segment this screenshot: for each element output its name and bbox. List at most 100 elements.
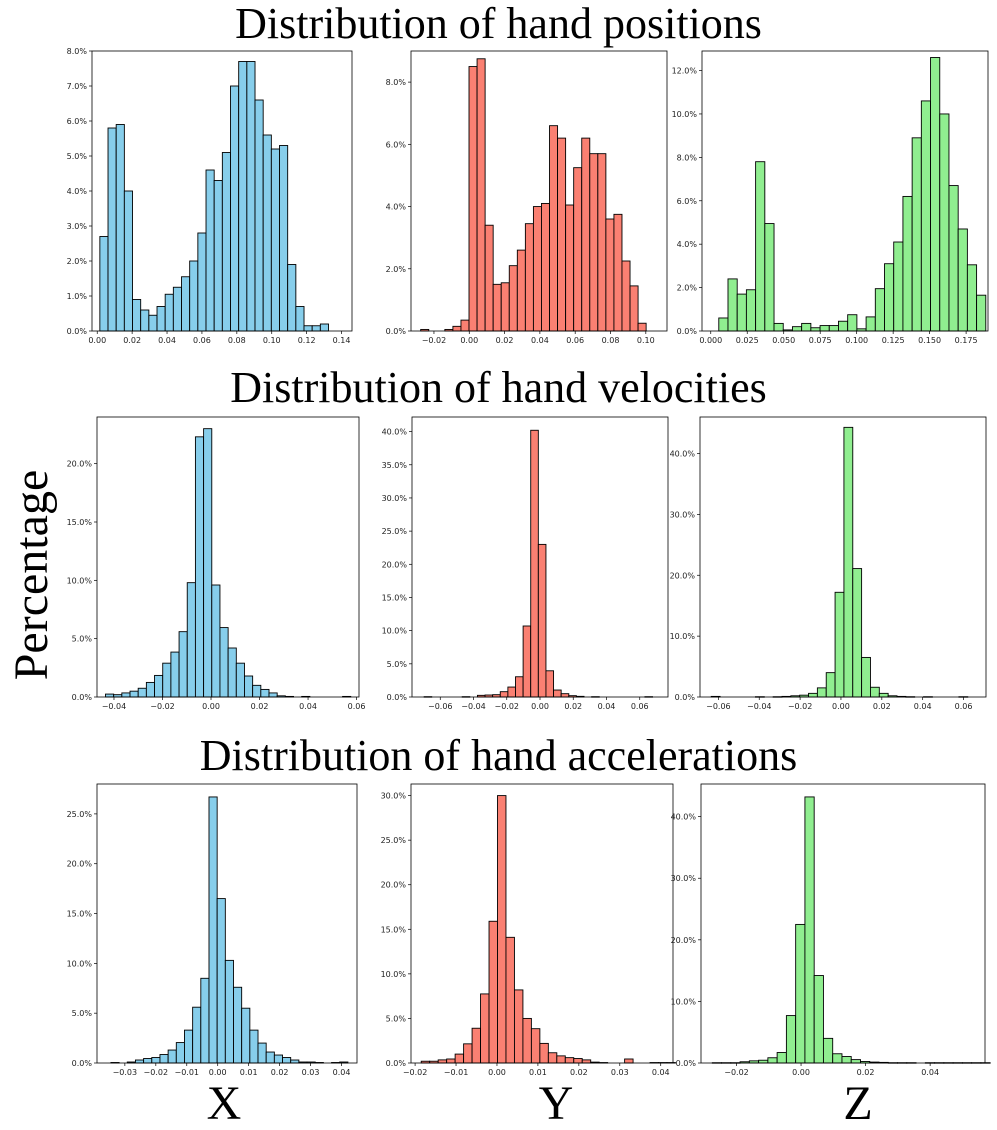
x-tick-label: 0.00 bbox=[531, 702, 549, 711]
x-tick-label: 0.00 bbox=[202, 702, 220, 711]
histogram-bar bbox=[164, 293, 174, 332]
x-tick-label: −0.04 bbox=[747, 702, 772, 711]
histogram-bar bbox=[822, 1037, 834, 1064]
histogram-bar bbox=[121, 692, 131, 698]
x-tick-label: 0.06 bbox=[955, 702, 973, 711]
histogram-bar bbox=[123, 190, 133, 332]
histogram-bar bbox=[246, 61, 256, 332]
histogram-bar bbox=[148, 314, 158, 332]
histogram-bar bbox=[624, 1058, 634, 1064]
histogram-bar bbox=[865, 316, 876, 332]
histogram-bar bbox=[151, 1057, 161, 1064]
x-tick-label: 0.08 bbox=[228, 336, 246, 345]
y-tick-label: 1.0% bbox=[67, 292, 88, 301]
histogram-bar bbox=[319, 323, 329, 332]
histogram-bar bbox=[560, 693, 570, 698]
histogram-bar bbox=[522, 1017, 532, 1064]
y-tick-label: 30.0% bbox=[381, 792, 407, 801]
y-tick-label: 5.0% bbox=[386, 1014, 407, 1023]
histogram-bar bbox=[810, 327, 821, 332]
x-tick-label: 0.04 bbox=[921, 1068, 939, 1077]
histogram-bar bbox=[773, 322, 784, 332]
y-tick-label: 10.0% bbox=[381, 970, 407, 979]
histogram-bar bbox=[745, 289, 757, 332]
histogram-bar bbox=[541, 202, 550, 332]
plot-frame bbox=[410, 783, 674, 1064]
histogram-bar bbox=[843, 426, 854, 698]
x-tick-label: −0.01 bbox=[175, 1068, 200, 1077]
y-tick-label: 25.0% bbox=[381, 836, 407, 845]
histogram-bar bbox=[621, 260, 631, 332]
histogram-bar bbox=[499, 691, 509, 698]
histogram-bar bbox=[480, 993, 490, 1064]
histogram-bar bbox=[156, 306, 166, 332]
histogram-bar bbox=[834, 591, 845, 698]
histogram-bar bbox=[262, 134, 272, 332]
histogram-bar bbox=[213, 180, 223, 332]
histogram-bar bbox=[107, 127, 117, 332]
histogram-bar bbox=[497, 795, 507, 1064]
histogram-bar bbox=[192, 1006, 202, 1064]
histogram-bar bbox=[140, 309, 150, 332]
histogram-bar bbox=[446, 1058, 456, 1064]
histogram-bar bbox=[930, 57, 941, 332]
x-tick-label: 0.04 bbox=[333, 1068, 351, 1077]
histogram-bar bbox=[764, 223, 775, 332]
x-tick-label: 0.03 bbox=[611, 1068, 629, 1077]
histogram-bar bbox=[939, 113, 950, 332]
histogram-bar bbox=[208, 796, 218, 1064]
histogram-bar bbox=[279, 145, 289, 332]
histogram-bar bbox=[184, 1029, 194, 1064]
histogram-bar bbox=[452, 325, 462, 332]
histogram-y-4: −0.06 −0.04 −0.02 0.00 0.02 0.04 0.06 0.0% 5.0% 1… bbox=[382, 416, 669, 711]
histogram-bar bbox=[976, 294, 987, 332]
y-tick-label: 0.0% bbox=[386, 1059, 407, 1068]
x-tick-label: 0.00 bbox=[832, 702, 850, 711]
y-tick-label: 10.0% bbox=[67, 959, 93, 968]
histogram-bar bbox=[162, 662, 172, 698]
histogram-bar bbox=[581, 137, 591, 332]
histogram-bar bbox=[145, 681, 155, 698]
histogram-bar bbox=[224, 959, 234, 1064]
x-tick-label: −0.02 bbox=[724, 1068, 749, 1077]
histogram-bar bbox=[808, 692, 818, 698]
histogram-bar bbox=[539, 1042, 549, 1064]
histogram-bar bbox=[230, 85, 240, 332]
histogram-y-7: −0.02 −0.01 0.00 0.01 0.02 0.03 0.04 0.0% 5.0% 10… bbox=[381, 783, 676, 1077]
x-tick-label: −0.01 bbox=[444, 1068, 469, 1077]
x-tick-label: 0.175 bbox=[955, 336, 978, 345]
x-tick-label: −0.04 bbox=[102, 702, 127, 711]
histogram-bar bbox=[755, 161, 766, 332]
histogram-bar bbox=[235, 662, 245, 698]
histogram-z-8: −0.02 0.00 0.02 0.04 0.0% 10.0% 20.0% 30.0% 40.0… bbox=[671, 783, 991, 1077]
x-tick-label: 0.00 bbox=[792, 1068, 810, 1077]
histogram-bar bbox=[966, 264, 978, 332]
y-tick-label: 20.0% bbox=[381, 881, 407, 890]
histogram-bar bbox=[488, 920, 498, 1064]
y-tick-label: 6.0% bbox=[386, 140, 407, 149]
histogram-bar bbox=[727, 278, 738, 332]
x-tick-label: 0.02 bbox=[123, 336, 141, 345]
histogram-bar bbox=[203, 428, 213, 698]
plot-frame bbox=[701, 50, 989, 332]
histogram-bar bbox=[767, 1057, 778, 1064]
histogram-bar bbox=[227, 647, 237, 698]
y-tick-label: 20.0% bbox=[670, 571, 696, 580]
histogram-bar bbox=[825, 672, 836, 698]
y-tick-label: 5.0% bbox=[72, 635, 93, 644]
y-tick-label: 3.0% bbox=[67, 222, 88, 231]
x-tick-label: 0.14 bbox=[333, 336, 351, 345]
histogram-bar bbox=[205, 169, 215, 332]
histogram-bar bbox=[564, 1057, 575, 1064]
col-label-z: Z bbox=[843, 1077, 873, 1130]
x-tick-label: −0.02 bbox=[494, 702, 519, 711]
x-tick-label: 0.12 bbox=[298, 336, 316, 345]
x-tick-label: 0.06 bbox=[566, 336, 584, 345]
col-label-x: X bbox=[206, 1077, 242, 1130]
histogram-bar bbox=[454, 1053, 465, 1064]
histogram-bar bbox=[197, 232, 207, 332]
y-tick-label: 25.0% bbox=[67, 810, 93, 819]
histogram-bar bbox=[265, 1051, 275, 1064]
histogram-bar bbox=[516, 249, 526, 332]
histogram-bar bbox=[211, 584, 221, 698]
